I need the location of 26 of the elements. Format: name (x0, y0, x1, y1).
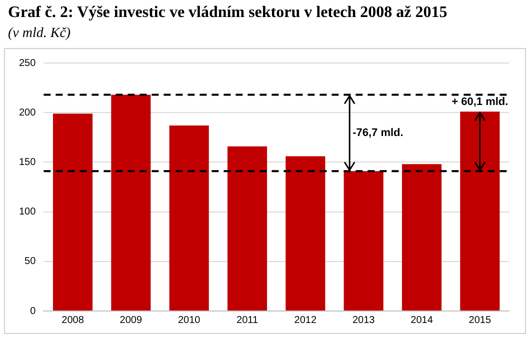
bar (169, 125, 209, 310)
bar (344, 171, 384, 310)
bar (402, 164, 442, 310)
x-tick-label: 2014 (410, 314, 434, 326)
bar (52, 114, 93, 310)
y-tick-label: 100 (18, 206, 36, 218)
x-tick-label: 2008 (62, 314, 84, 326)
y-tick-label: 250 (18, 58, 36, 69)
x-tick-label: 2009 (120, 314, 142, 326)
chart-subtitle: (v mld. Kč) (8, 26, 72, 42)
y-tick-label: 200 (18, 107, 36, 118)
annotation: -76,7 mld. (352, 126, 404, 139)
x-tick-label: 2011 (236, 314, 258, 326)
bar (286, 156, 326, 310)
x-tick-label: 2013 (352, 314, 376, 326)
x-tick-label: 2010 (178, 314, 201, 326)
y-tick-label: 150 (18, 156, 36, 168)
x-tick-label: 2015 (468, 314, 492, 326)
y-tick-label: 50 (24, 256, 36, 268)
x-tick-label: 2012 (294, 314, 317, 326)
y-tick-label: 0 (30, 306, 36, 317)
bar (460, 112, 500, 310)
chart-title: Graf č. 2: Výše investic ve vládním sektoru v letech 2008 až 2015 (8, 4, 448, 22)
annotation: + 60,1 mld. (452, 96, 508, 108)
bar (111, 94, 151, 310)
bar (227, 146, 268, 310)
